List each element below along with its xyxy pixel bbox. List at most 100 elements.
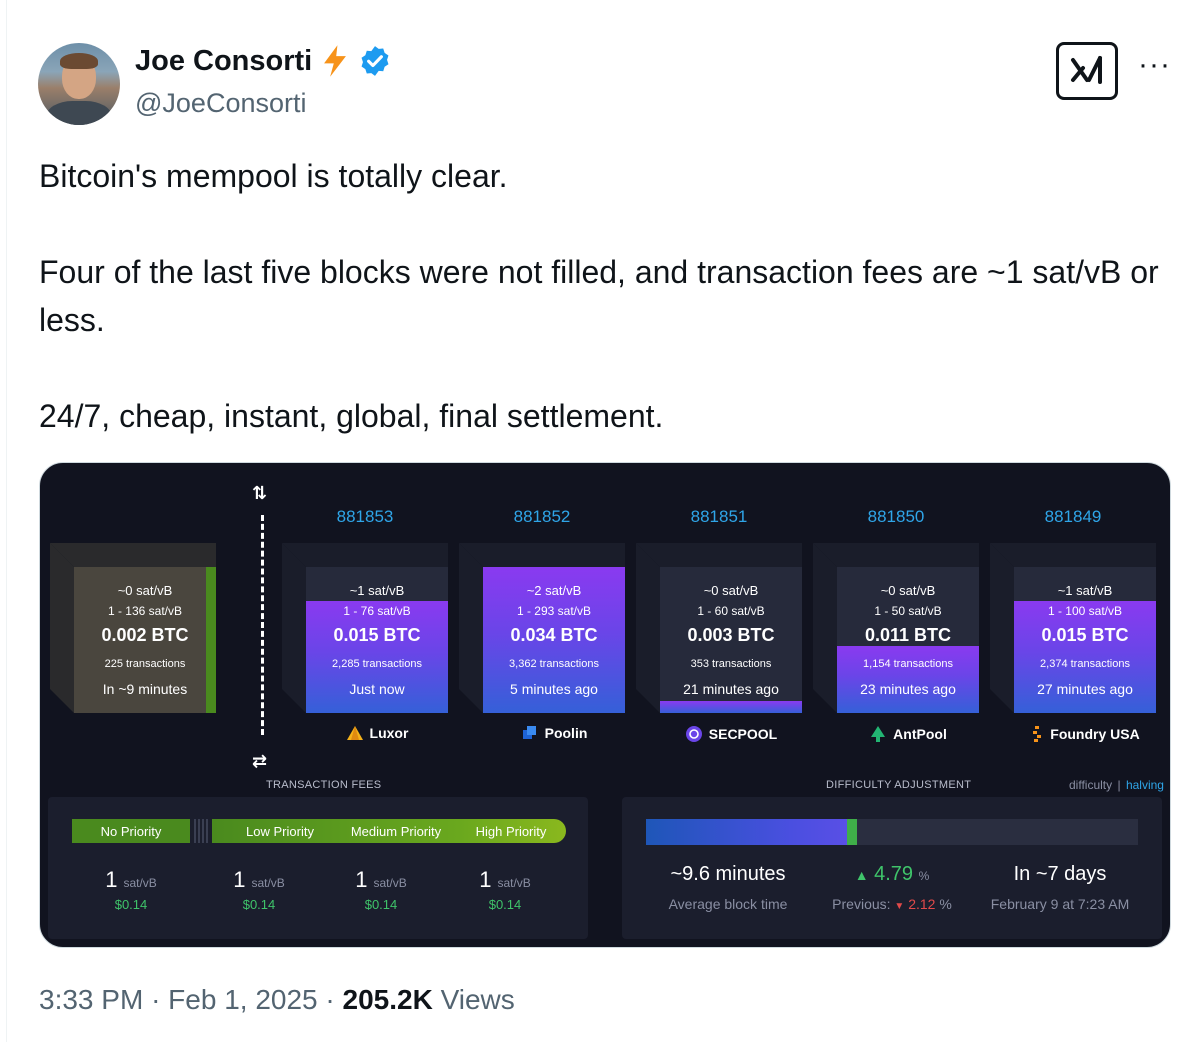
next-adjustment-date: February 9 at 7:23 AM: [990, 896, 1130, 912]
pending-transactions: 225 transactions: [104, 658, 186, 670]
up-arrow-icon: ▲: [854, 867, 869, 883]
tab-difficulty[interactable]: difficulty: [1069, 778, 1113, 792]
pending-block[interactable]: ~0 sat/vB 1 - 136 sat/vB 0.002 BTC 225 t…: [50, 543, 216, 713]
mining-pool-name: AntPool: [893, 726, 947, 742]
difficulty-adjustment-label: DIFFICULTY ADJUSTMENT: [826, 779, 972, 791]
block-fill-level: [837, 646, 979, 713]
author-handle[interactable]: @JoeConsorti: [135, 88, 307, 118]
views-count: 205.2K: [342, 984, 433, 1015]
author-avatar[interactable]: [38, 43, 120, 125]
verified-badge-icon[interactable]: [358, 44, 392, 78]
tweet-time[interactable]: 3:33 PM: [39, 984, 144, 1015]
antpool-logo-icon: [869, 725, 887, 743]
block-total: 0.003 BTC: [687, 625, 775, 645]
tweet-text: Bitcoin's mempool is totally clear. Four…: [39, 152, 1159, 440]
difficulty-progress-fill: [646, 819, 853, 845]
block-fee-range: 1 - 50 sat/vB: [874, 604, 942, 618]
block-median-fee: ~2 sat/vB: [526, 583, 582, 598]
fee-rate-0: 1 sat/vB: [105, 867, 157, 892]
mining-pool-name: Foundry USA: [1050, 726, 1140, 742]
tweet-line-2: Four of the last five blocks were not fi…: [39, 254, 1159, 338]
author-display-name[interactable]: Joe Consorti: [135, 44, 313, 77]
high-priority-label: High Priority: [475, 823, 547, 839]
next-adjustment-eta: In ~7 days: [1013, 863, 1107, 885]
block-transactions: 353 transactions: [690, 658, 772, 670]
fee-rate-2: 1 sat/vB: [355, 867, 407, 892]
down-arrow-icon: ▼: [894, 901, 905, 912]
block-height-1[interactable]: 881852: [513, 507, 571, 526]
block-median-fee: ~0 sat/vB: [880, 583, 936, 598]
block-fill-level: [660, 701, 802, 713]
block-height-4[interactable]: 881849: [1044, 507, 1102, 526]
block-age: 23 minutes ago: [860, 681, 956, 697]
mining-pool-0[interactable]: Luxor: [294, 725, 460, 741]
block-median-fee: ~1 sat/vB: [349, 583, 405, 598]
block-height-3[interactable]: 881850: [867, 507, 925, 526]
mined-block-3[interactable]: ~0 sat/vB 1 - 50 sat/vB 0.011 BTC 1,154 tra…: [813, 543, 979, 713]
fee-usd-2: $0.14: [364, 897, 398, 912]
block-median-fee: ~1 sat/vB: [1057, 583, 1113, 598]
block-transactions: 1,154 transactions: [863, 658, 953, 670]
pending-median-fee: ~0 sat/vB: [117, 583, 173, 598]
block-total: 0.015 BTC: [1041, 625, 1129, 645]
block-fee-range: 1 - 76 sat/vB: [343, 604, 411, 618]
medium-priority-label: Medium Priority: [350, 823, 442, 839]
previous-label: Previous:: [832, 896, 891, 912]
mined-block-0[interactable]: ~1 sat/vB 1 - 76 sat/vB 0.015 BTC 2,285 tra…: [282, 543, 448, 713]
block-time-value: ~9.6 minutes: [670, 863, 786, 885]
block-time-label: Average block time: [668, 896, 788, 912]
next-adjustment: In ~7 days February 9 at 7:23 AM: [960, 863, 1160, 912]
mined-block-2[interactable]: ~0 sat/vB 1 - 60 sat/vB 0.003 BTC 353 trans…: [636, 543, 802, 713]
average-block-time: ~9.6 minutes Average block time: [628, 863, 828, 912]
lightning-bolt-icon: [324, 45, 347, 77]
more-options-button[interactable]: ···: [1138, 48, 1171, 81]
mined-block-1[interactable]: ~2 sat/vB 1 - 293 sat/vB 0.034 BTC 3,362 tr…: [459, 543, 625, 713]
fee-usd-1: $0.14: [242, 897, 276, 912]
fee-usd-0: $0.14: [114, 897, 148, 912]
transaction-fees-panel: No Priority Low Priority Medium Priority…: [48, 797, 588, 939]
difficulty-progress-marker: [847, 819, 857, 845]
block-total: 0.015 BTC: [333, 625, 421, 645]
sort-arrows-icon: ⇅: [252, 483, 268, 503]
transaction-fees-label: TRANSACTION FEES: [266, 779, 382, 791]
grok-button[interactable]: [1056, 42, 1118, 100]
difficulty-change-value: 4.79: [874, 863, 914, 885]
block-fill-level: [306, 601, 448, 713]
tweet-line-1: Bitcoin's mempool is totally clear.: [39, 158, 508, 194]
previous-change-value: 2.12: [908, 896, 936, 912]
mining-pool-2[interactable]: SECPOOL: [648, 725, 814, 743]
pending-fee-range: 1 - 136 sat/vB: [107, 604, 183, 618]
left-border: [6, 0, 7, 1042]
block-fee-range: 1 - 60 sat/vB: [697, 604, 765, 618]
swap-arrows-icon: ⇄: [252, 751, 268, 771]
block-height-0[interactable]: 881853: [336, 507, 394, 526]
poolin-logo-icon: [521, 725, 539, 741]
difficulty-panel: ~9.6 minutes Average block time ▲ 4.79 %…: [622, 797, 1162, 939]
block-age: 21 minutes ago: [683, 681, 779, 697]
mining-pool-3[interactable]: AntPool: [825, 725, 991, 743]
block-transactions: 2,374 transactions: [1040, 658, 1130, 670]
no-priority-label: No Priority: [72, 819, 190, 843]
block-age: 5 minutes ago: [510, 681, 598, 697]
views-label: Views: [440, 984, 515, 1015]
block-total: 0.034 BTC: [510, 625, 598, 645]
fee-usd-3: $0.14: [488, 897, 522, 912]
tweet-date[interactable]: Feb 1, 2025: [168, 984, 318, 1015]
tab-halving[interactable]: halving: [1125, 778, 1164, 792]
block-total: 0.011 BTC: [864, 625, 952, 645]
mining-pool-name: SECPOOL: [708, 726, 778, 742]
mining-pool-name: Poolin: [544, 725, 588, 741]
tweet-meta: 3:33 PM · Feb 1, 2025 · 205.2K Views: [39, 984, 515, 1015]
mining-pool-1[interactable]: Poolin: [471, 725, 637, 741]
block-height-2[interactable]: 881851: [690, 507, 748, 526]
luxor-logo-icon: [346, 725, 364, 741]
tweet-media-image[interactable]: ⇅ ⇄ 881853 881852 881851 881850 881849 ~0 sa…: [39, 462, 1171, 948]
mined-block-4[interactable]: ~1 sat/vB 1 - 100 sat/vB 0.015 BTC 2,374 tr…: [990, 543, 1156, 713]
author-name-row[interactable]: Joe Consorti: [135, 44, 392, 78]
difficulty-halving-tabs: difficulty | halving: [1069, 778, 1164, 792]
block-fee-range: 1 - 293 sat/vB: [516, 604, 592, 618]
block-transactions: 2,285 transactions: [332, 658, 422, 670]
difficulty-progress-bar: [646, 819, 1138, 845]
mining-pool-4[interactable]: Foundry USA: [1002, 725, 1168, 743]
secpool-logo-icon: [685, 725, 703, 743]
